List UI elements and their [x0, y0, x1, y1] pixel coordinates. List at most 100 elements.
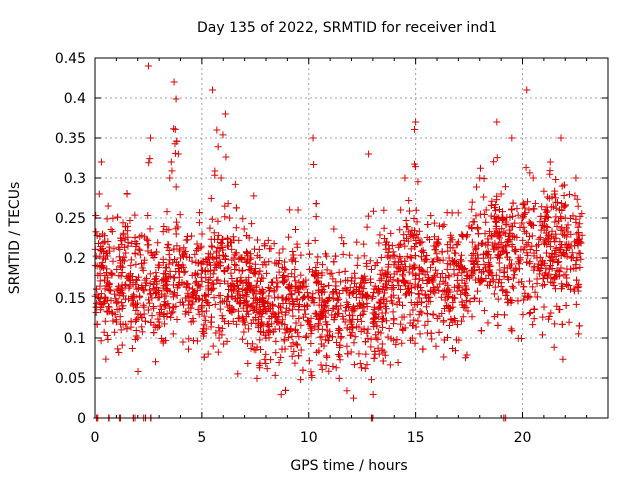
data-point [421, 271, 429, 279]
data-point [133, 303, 141, 311]
data-point [401, 242, 409, 250]
data-point [541, 240, 549, 248]
data-point [529, 321, 537, 329]
data-point [480, 260, 488, 268]
data-point [147, 134, 155, 142]
data-point [254, 324, 262, 332]
data-point [305, 357, 313, 365]
data-point [98, 259, 106, 267]
data-point [211, 171, 219, 179]
chart-title: Day 135 of 2022, SRMTID for receiver ind… [197, 20, 497, 36]
data-point [339, 312, 347, 320]
data-point [312, 200, 320, 208]
data-point [236, 254, 244, 262]
data-point [288, 257, 296, 265]
data-point [291, 225, 299, 233]
data-point [499, 243, 507, 251]
data-point [406, 311, 414, 319]
data-point [539, 313, 547, 321]
data-point [320, 283, 328, 291]
data-point [480, 307, 488, 315]
data-point [273, 318, 281, 326]
data-point [521, 243, 529, 251]
data-point [351, 274, 359, 282]
data-point [127, 262, 135, 270]
data-point [497, 247, 505, 255]
data-point [163, 286, 171, 294]
data-point [526, 169, 534, 177]
data-point [109, 317, 117, 325]
data-point [292, 319, 300, 327]
data-point [491, 283, 499, 291]
data-point [446, 238, 454, 246]
data-point [452, 259, 460, 267]
data-point [138, 313, 146, 321]
data-point [173, 291, 181, 299]
data-point [474, 287, 482, 295]
data-point [518, 278, 526, 286]
data-point [136, 251, 144, 259]
data-point [215, 334, 223, 342]
data-point [316, 311, 324, 319]
data-point [530, 306, 538, 314]
data-point [218, 239, 226, 247]
data-point [256, 327, 264, 335]
data-point [350, 339, 358, 347]
data-point [213, 254, 221, 262]
data-point [246, 266, 254, 274]
data-point [319, 261, 327, 269]
data-point [161, 298, 169, 306]
data-point [162, 282, 170, 290]
data-point [575, 280, 583, 288]
data-point [390, 284, 398, 292]
data-point [209, 86, 217, 94]
data-point [567, 242, 575, 250]
data-point [182, 236, 190, 244]
data-point [543, 207, 551, 215]
data-point [271, 259, 279, 267]
y-tick-label: 0.35 [55, 131, 86, 147]
data-point [520, 210, 528, 218]
data-point [275, 256, 283, 264]
data-point [238, 255, 246, 263]
data-point [252, 303, 260, 311]
data-point [155, 261, 163, 269]
data-point [229, 286, 237, 294]
data-point [444, 292, 452, 300]
data-point [274, 293, 282, 301]
data-point [382, 305, 390, 313]
data-point [210, 284, 218, 292]
data-point [363, 223, 371, 231]
data-point [444, 286, 452, 294]
data-point [543, 235, 551, 243]
data-point [367, 343, 375, 351]
data-point [191, 250, 199, 258]
data-point [280, 337, 288, 345]
data-point [539, 221, 547, 229]
y-tick-label: 0.4 [64, 91, 86, 107]
data-point [114, 213, 122, 221]
data-point [336, 341, 344, 349]
data-point [259, 294, 267, 302]
data-point [356, 301, 364, 309]
data-point [503, 213, 511, 221]
data-point [441, 279, 449, 287]
data-point [110, 245, 118, 253]
data-point [172, 230, 180, 238]
data-point [261, 355, 269, 363]
data-point [493, 118, 501, 126]
data-point [374, 344, 382, 352]
data-point [189, 285, 197, 293]
data-point [476, 210, 484, 218]
data-point [546, 158, 554, 166]
data-point [458, 231, 466, 239]
data-point [173, 315, 181, 323]
data-point [374, 289, 382, 297]
data-point [242, 248, 250, 256]
data-point [458, 286, 466, 294]
data-point [103, 249, 111, 257]
data-point [176, 211, 184, 219]
data-point [294, 206, 302, 214]
data-point [556, 244, 564, 252]
data-point [370, 285, 378, 293]
